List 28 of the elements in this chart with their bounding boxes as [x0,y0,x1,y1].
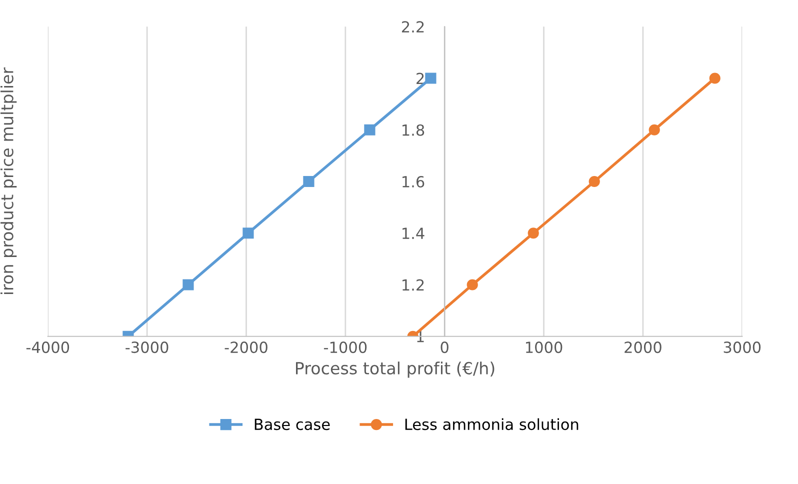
point [648,124,660,136]
point [364,124,376,136]
x-tick-label: 3000 [724,342,761,354]
point [182,279,194,290]
point [303,176,314,188]
legend-label: Base case [254,418,330,430]
y-axis-title: iron product price multplier [0,67,17,294]
y-tick-label: 1.4 [402,228,424,239]
y-tick-label: 1.8 [402,124,424,136]
x-tick-label: -3000 [126,342,168,354]
x-tick-label: -4000 [26,342,70,354]
x-tick-label: 0 [440,342,448,354]
x-axis-title: Process total profit (€/h) [296,362,494,378]
point [528,228,539,239]
point [588,176,600,188]
y-tick-label: 2 [416,72,424,84]
y-tick-label: 1.6 [402,176,424,188]
point [709,72,720,84]
point [466,279,478,290]
x-tick-label: 2000 [624,342,662,354]
x-tick-label: 1000 [526,342,562,354]
x-tick-label: -1000 [324,342,367,354]
y-tick-label: 1.2 [402,279,424,291]
x-tick-label: -2000 [224,342,268,354]
y-tick-label: 2.2 [402,21,424,32]
point [242,228,254,239]
legend-label: Less ammonia solution [405,418,578,430]
point [425,72,436,84]
